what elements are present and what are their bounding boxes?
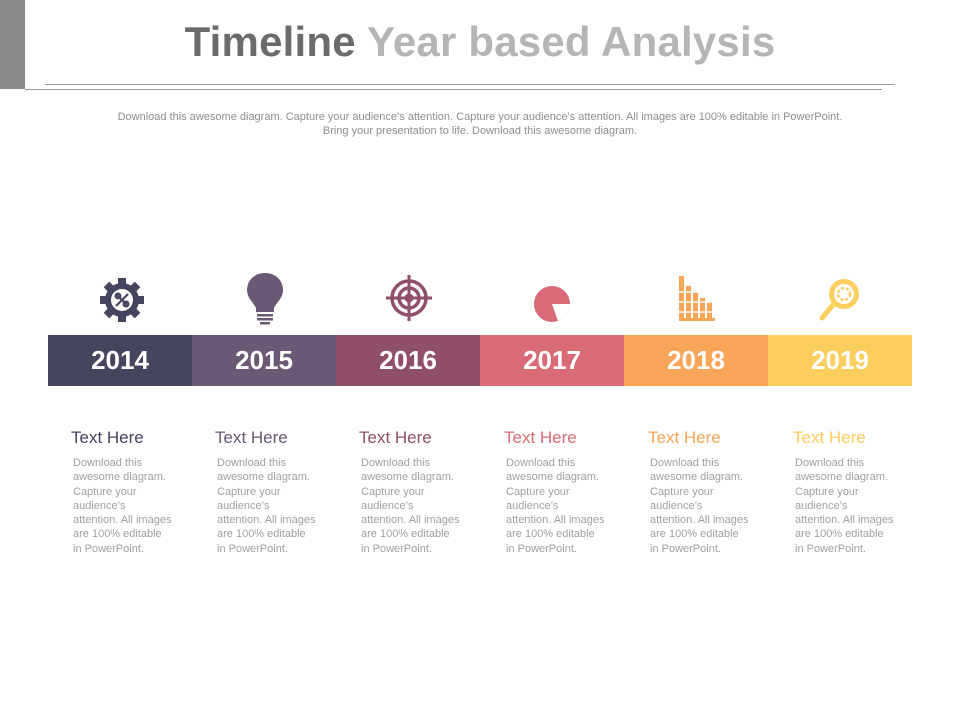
year-segment-2014: 2014: [48, 335, 192, 386]
timeline-bar: 2014 2015 2016 2017 2018 2019: [48, 335, 912, 386]
item-description: Download this awesome diagram. Capture y…: [650, 457, 749, 555]
corner-accent-block: [0, 0, 25, 89]
title-divider-bottom: [25, 89, 882, 90]
target-icon: [383, 272, 435, 326]
year-segment-2017: 2017: [480, 335, 624, 386]
subtitle: Download this awesome diagram. Capture y…: [117, 111, 843, 137]
timeline-item-2017: Text Here Download this awesome diagram.…: [504, 428, 624, 556]
timeline-item-2019: Text Here Download this awesome diagram.…: [793, 428, 913, 556]
pie-chart-icon: [527, 272, 579, 326]
item-heading: Text Here: [793, 428, 866, 447]
item-heading: Text Here: [215, 428, 288, 447]
lightbulb-icon: [239, 272, 291, 326]
page-title-part2: Year based Analysis: [366, 18, 776, 65]
timeline-item-2018: Text Here Download this awesome diagram.…: [648, 428, 768, 556]
item-description: Download this awesome diagram. Capture y…: [217, 457, 316, 555]
page-title: Timeline Year based Analysis: [0, 18, 960, 66]
timeline-item-2014: Text Here Download this awesome diagram.…: [71, 428, 191, 556]
year-segment-2015: 2015: [192, 335, 336, 386]
timeline-item-2016: Text Here Download this awesome diagram.…: [359, 428, 479, 556]
item-heading: Text Here: [504, 428, 577, 447]
item-heading: Text Here: [359, 428, 432, 447]
magnifier-icon: [815, 272, 867, 326]
gear-icon: [96, 272, 148, 326]
year-segment-2018: 2018: [624, 335, 768, 386]
year-segment-2016: 2016: [336, 335, 480, 386]
item-heading: Text Here: [648, 428, 721, 447]
item-description: Download this awesome diagram. Capture y…: [361, 457, 460, 555]
timeline-item-2015: Text Here Download this awesome diagram.…: [215, 428, 335, 556]
item-description: Download this awesome diagram. Capture y…: [506, 457, 605, 555]
title-divider-top: [45, 84, 895, 85]
bar-chart-icon: [671, 272, 723, 326]
page-title-part1: Timeline: [184, 18, 356, 65]
item-heading: Text Here: [71, 428, 144, 447]
year-segment-2019: 2019: [768, 335, 912, 386]
item-description: Download this awesome diagram. Capture y…: [73, 457, 172, 555]
item-description: Download this awesome diagram. Capture y…: [795, 457, 894, 555]
